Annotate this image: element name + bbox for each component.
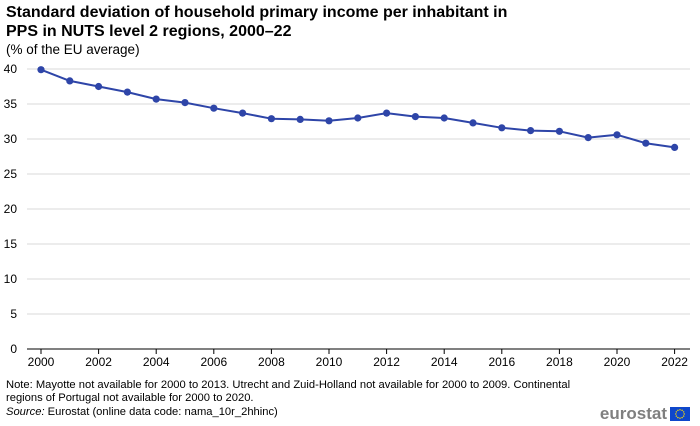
flag-star bbox=[683, 413, 685, 415]
data-point-2011 bbox=[354, 114, 362, 122]
x-tick-label-2016: 2016 bbox=[488, 355, 515, 369]
data-point-2020 bbox=[613, 131, 621, 139]
data-point-2004 bbox=[152, 95, 160, 103]
data-point-2008 bbox=[267, 115, 275, 123]
data-point-2003 bbox=[123, 88, 131, 96]
flag-star bbox=[681, 416, 683, 419]
x-tick-label-2002: 2002 bbox=[85, 355, 112, 369]
flag-star bbox=[682, 415, 685, 417]
eurostat-logo-text: eurostat bbox=[599, 404, 667, 423]
data-point-2000 bbox=[37, 66, 45, 74]
y-tick-label-10: 10 bbox=[4, 272, 18, 286]
data-point-2016 bbox=[498, 124, 506, 132]
flag-star bbox=[679, 417, 681, 419]
flag-star bbox=[677, 409, 679, 412]
y-tick-label-30: 30 bbox=[4, 132, 18, 146]
data-point-2014 bbox=[440, 114, 448, 122]
source-label: Source: bbox=[6, 406, 45, 418]
x-tick-label-2006: 2006 bbox=[200, 355, 227, 369]
data-point-2021 bbox=[642, 139, 650, 147]
x-tick-label-2018: 2018 bbox=[546, 355, 573, 369]
y-tick-label-35: 35 bbox=[4, 97, 18, 111]
flag-star bbox=[677, 416, 679, 419]
y-tick-label-25: 25 bbox=[4, 167, 18, 181]
y-tick-label-20: 20 bbox=[4, 202, 18, 216]
data-point-2002 bbox=[95, 82, 103, 91]
flag-star bbox=[675, 411, 678, 413]
x-tick-label-2004: 2004 bbox=[143, 355, 170, 369]
eurostat-logo: eurostat bbox=[600, 404, 690, 424]
data-point-2022 bbox=[671, 143, 679, 151]
flag-star bbox=[682, 411, 685, 413]
source-text: Eurostat (online data code: nama_10r_2hh… bbox=[44, 406, 278, 418]
chart-source: Source: Eurostat (online data code: nama… bbox=[6, 406, 278, 419]
x-tick-label-2020: 2020 bbox=[604, 355, 631, 369]
data-point-2001 bbox=[66, 77, 74, 85]
y-tick-label-15: 15 bbox=[4, 237, 18, 251]
data-point-2006 bbox=[210, 104, 218, 112]
x-tick-label-2022: 2022 bbox=[661, 355, 688, 369]
y-tick-label-40: 40 bbox=[4, 62, 18, 76]
data-point-2005 bbox=[181, 99, 189, 107]
flag-star bbox=[679, 409, 681, 411]
chart-note: Note: Mayotte not available for 2000 to … bbox=[6, 379, 571, 404]
data-point-2007 bbox=[239, 109, 247, 117]
flag-star bbox=[681, 409, 683, 412]
eu-flag-icon bbox=[670, 407, 690, 421]
y-tick-label-5: 5 bbox=[10, 307, 17, 321]
x-tick-label-2010: 2010 bbox=[316, 355, 343, 369]
data-point-2018 bbox=[555, 127, 564, 135]
x-tick-label-2014: 2014 bbox=[431, 355, 458, 369]
data-point-2013 bbox=[411, 113, 419, 121]
flag-star bbox=[675, 415, 678, 417]
chart-title-line-2: PPS in NUTS level 2 regions, 2000–22 bbox=[6, 23, 292, 40]
data-point-2012 bbox=[383, 109, 391, 117]
data-point-2017 bbox=[527, 127, 535, 135]
y-tick-label-0: 0 bbox=[10, 342, 17, 356]
chart-title: Standard deviation of household primary … bbox=[6, 3, 686, 41]
flag-star bbox=[675, 413, 677, 415]
data-point-2015 bbox=[469, 119, 477, 127]
x-tick-label-2000: 2000 bbox=[28, 355, 55, 369]
x-tick-label-2008: 2008 bbox=[258, 355, 285, 369]
chart-title-line-1: Standard deviation of household primary … bbox=[6, 4, 508, 21]
data-point-2009 bbox=[296, 115, 304, 123]
data-point-2019 bbox=[584, 134, 592, 142]
x-tick-label-2012: 2012 bbox=[373, 355, 400, 369]
series-line-0 bbox=[40, 68, 675, 149]
chart-subtitle: (% of the EU average) bbox=[6, 42, 140, 57]
data-point-2010 bbox=[325, 117, 333, 125]
